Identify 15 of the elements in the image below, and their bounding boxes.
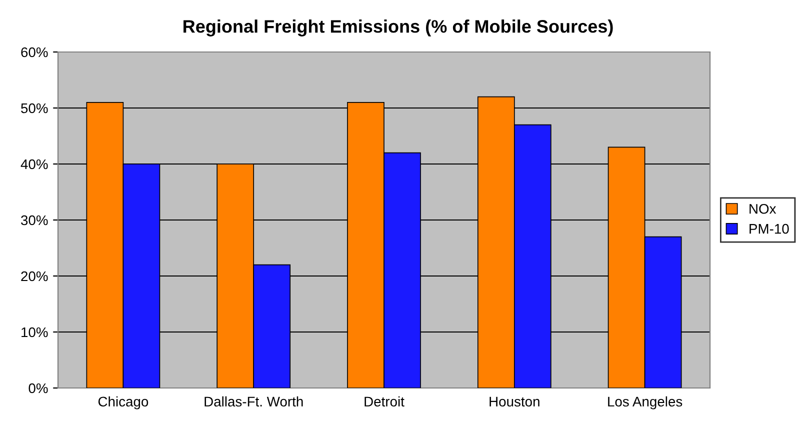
y-tick-label: 50%	[21, 103, 48, 114]
y-tick-label: 60%	[21, 47, 48, 58]
y-tick-label: 40%	[20, 159, 48, 170]
x-tick-label: Houston	[490, 396, 540, 407]
x-tick-label: Detroit	[364, 396, 404, 407]
y-tick-label: 30%	[21, 215, 48, 226]
chart-title: Regional Freight Emissions (% of Mobile Sources)	[184, 20, 613, 36]
legend-label: PM-10	[750, 224, 789, 234]
x-tick-label: Chicago	[98, 396, 148, 410]
x-tick-label: Dallas-Ft. Worth	[204, 396, 303, 407]
y-tick-label: 10%	[22, 327, 48, 338]
y-tick-label: 20%	[21, 271, 48, 282]
x-tick-label: Los Angeles	[608, 396, 682, 410]
y-tick-label: 0%	[28, 383, 48, 394]
legend-label: NOx	[750, 204, 776, 214]
